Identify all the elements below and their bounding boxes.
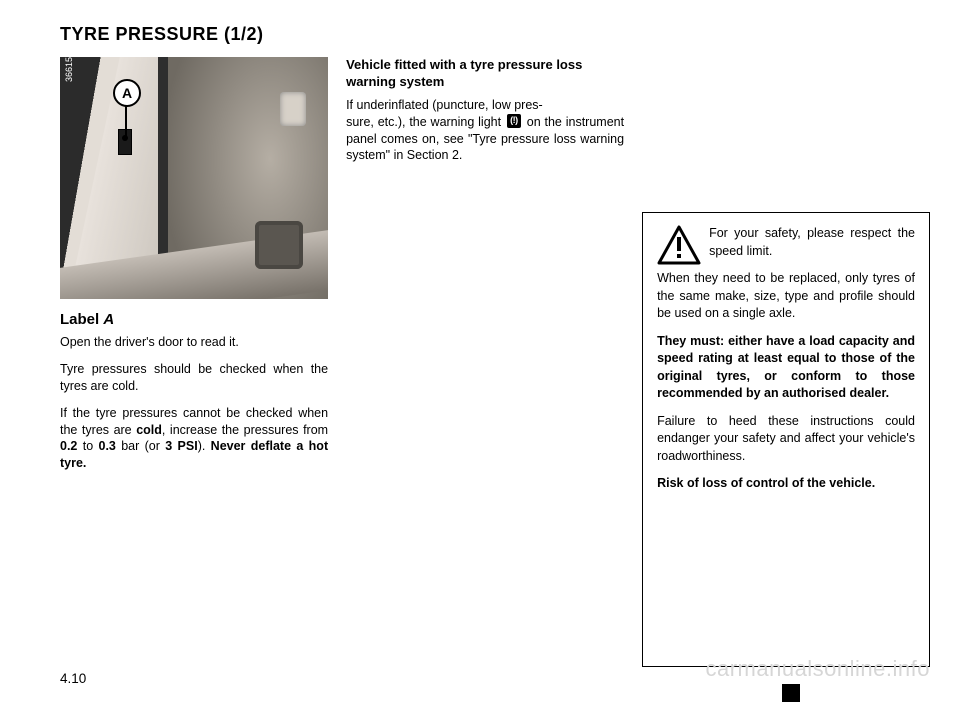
watermark: carmanualsonline.info	[705, 656, 930, 682]
col1-p3: If the tyre pressures cannot be checked …	[60, 405, 328, 473]
column-2: Vehicle fitted with a tyre pressure loss…	[346, 57, 624, 667]
label-a-heading: Label A	[60, 311, 328, 328]
safety-box: For your safety, please respect the spee…	[642, 212, 930, 667]
box-p4: Failure to heed these instructions could…	[657, 413, 915, 466]
col2-p1: If underinflated (puncture, low pres- su…	[346, 97, 624, 165]
label-a-pre: Label	[60, 311, 103, 328]
callout-a: A	[113, 79, 141, 107]
column-3: For your safety, please respect the spee…	[642, 57, 930, 667]
page-number: 4.10	[60, 671, 86, 686]
col1-p2: Tyre pressures should be checked when th…	[60, 361, 328, 395]
print-crop-mark	[782, 684, 800, 702]
label-a-letter: A	[103, 311, 114, 328]
box-p2: When they need to be replaced, only tyre…	[657, 270, 915, 323]
image-id: 36615	[64, 57, 74, 82]
col2-heading: Vehicle fitted with a tyre pressure loss…	[346, 57, 624, 91]
box-p3: They must: either have a load capacity a…	[657, 333, 915, 403]
column-1: 36615 A Label A Open the driver's door t…	[60, 57, 328, 667]
page-title: TYRE PRESSURE (1/2)	[60, 24, 930, 45]
tyre-warning-icon	[507, 114, 521, 128]
columns: 36615 A Label A Open the driver's door t…	[60, 57, 930, 667]
box-p5: Risk of loss of control of the vehicle.	[657, 475, 915, 493]
col1-p1: Open the driver's door to read it.	[60, 334, 328, 351]
warning-triangle-icon	[657, 225, 701, 265]
label-photo: 36615 A	[60, 57, 328, 299]
